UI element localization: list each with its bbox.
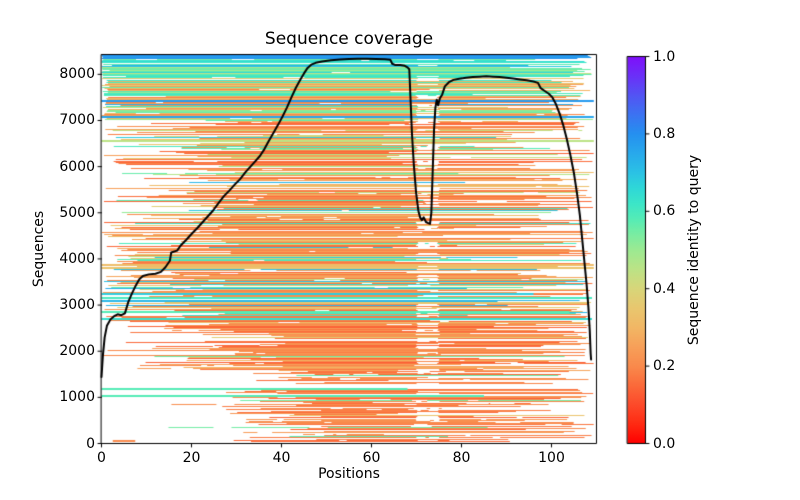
x-tick-label: 60	[362, 450, 381, 466]
y-tick-label: 5000	[59, 204, 95, 221]
colorbar-tick-label: 0.8	[653, 125, 676, 142]
y-tick-label: 6000	[59, 158, 95, 175]
colorbar-label: Sequence identity to query	[686, 154, 702, 346]
x-tick-label: 0	[97, 450, 106, 466]
colorbar-tick-label: 0.0	[653, 435, 676, 452]
x-tick-label: 100	[538, 450, 565, 466]
y-axis-label: Sequences	[31, 210, 47, 288]
x-tick-label: 40	[272, 450, 291, 466]
x-axis-label: Positions	[318, 466, 380, 482]
colorbar-tick-label: 0.2	[653, 358, 676, 375]
y-tick-label: 4000	[59, 250, 95, 267]
y-tick-label: 3000	[59, 297, 95, 314]
y-tick-label: 8000	[59, 66, 95, 83]
y-tick-label: 2000	[59, 343, 95, 360]
colorbar-tick-label: 1.0	[653, 48, 676, 65]
colorbar-tick-label: 0.4	[653, 280, 676, 297]
y-tick-label: 1000	[59, 389, 95, 406]
y-tick-label: 7000	[59, 112, 95, 129]
colorbar-tick-label: 0.6	[653, 203, 676, 220]
colorbar	[628, 57, 646, 444]
chart-title: Sequence coverage	[264, 29, 434, 49]
x-tick-label: 80	[452, 450, 471, 466]
y-tick-label: 0	[86, 435, 95, 452]
x-tick-label: 20	[182, 450, 201, 466]
plot-area	[101, 54, 597, 444]
